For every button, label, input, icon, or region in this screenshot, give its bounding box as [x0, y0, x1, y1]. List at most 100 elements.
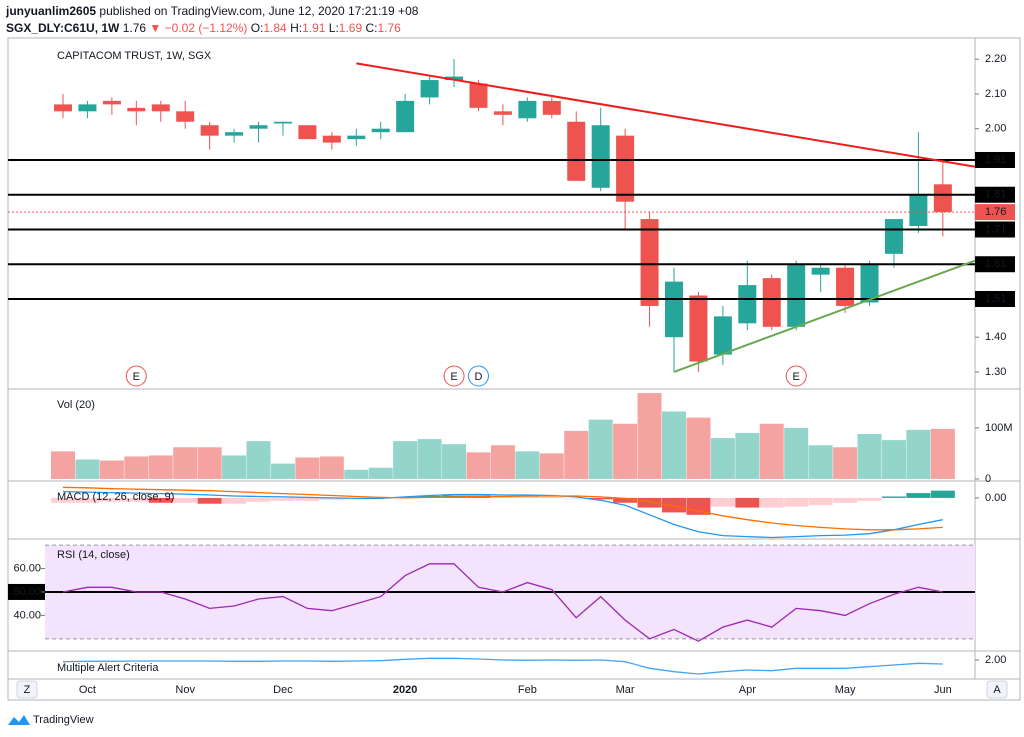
event-marker: [785, 365, 807, 387]
candle-body: [640, 219, 659, 306]
x-tick-label: Nov: [175, 684, 195, 696]
x-tick-label: May: [835, 684, 856, 696]
y-tick-label: 1.30: [985, 366, 1006, 378]
candle-body: [811, 267, 830, 275]
ohlc-value: 1.76: [378, 21, 402, 35]
pane-title: CAPITACOM TRUST, 1W, SGX: [57, 50, 212, 62]
volume-bar: [784, 427, 809, 479]
volume-bar: [906, 429, 931, 479]
volume-bar: [222, 455, 247, 479]
event-label: E: [133, 371, 140, 383]
x-tick-label: Apr: [739, 684, 756, 696]
volume-bar: [857, 433, 882, 479]
candle-body: [493, 111, 512, 115]
candle-body: [933, 184, 952, 213]
volume-bar: [442, 444, 467, 479]
volume-bar: [881, 440, 906, 479]
event-label: E: [450, 371, 457, 383]
volume-bar: [99, 460, 124, 479]
histogram-bar: [197, 497, 222, 504]
volume-bar: [319, 456, 344, 479]
histogram-bar: [613, 497, 638, 503]
pane-title: Multiple Alert Criteria: [57, 662, 159, 674]
candle-body: [445, 76, 464, 81]
tick-tag: [8, 583, 45, 600]
histogram-bar: [75, 497, 100, 503]
zoom-button-label[interactable]: Z: [24, 684, 31, 696]
volume-bar: [735, 432, 760, 479]
event-label: E: [793, 371, 800, 383]
volume-bar: [613, 423, 638, 479]
level-label: 1.91: [985, 154, 1006, 166]
volume-bar: [124, 456, 149, 479]
auto-button-label[interactable]: A: [993, 684, 1001, 696]
histogram-bar: [637, 497, 662, 508]
candle-body: [225, 132, 244, 136]
zoom-button[interactable]: [16, 680, 38, 699]
published: published on TradingView.com, June 12, 2…: [99, 4, 418, 18]
volume-bar: [515, 451, 540, 479]
x-tick-label: Mar: [616, 684, 635, 696]
volume-bar: [393, 441, 418, 479]
ohlc-label: H:: [290, 21, 302, 35]
histogram-bar: [99, 497, 124, 502]
volume-bar: [833, 447, 858, 479]
histogram-bar: [270, 497, 295, 501]
y-tick-label: 100M: [985, 422, 1013, 434]
y-tick-label: 0.00: [985, 492, 1006, 504]
volume-bar: [368, 467, 393, 479]
level-tag: [975, 151, 1015, 168]
histogram-bar: [588, 497, 613, 500]
candle-body: [151, 104, 170, 112]
header-line: junyuanlim2605 published on TradingView.…: [5, 4, 419, 18]
candle-body: [836, 267, 855, 306]
level-label: 1.51: [985, 293, 1006, 305]
candle-body: [127, 107, 146, 112]
volume-bar: [466, 452, 491, 479]
candle-body: [567, 121, 586, 181]
y-tick-label: 0: [985, 473, 991, 485]
volume-bar: [417, 439, 442, 479]
histogram-bar: [148, 497, 173, 503]
candle-body: [420, 80, 439, 98]
candle-body: [884, 219, 903, 254]
candle-body: [787, 264, 806, 327]
histogram-bar: [759, 497, 784, 508]
candle-body: [713, 316, 732, 355]
volume-bar: [759, 423, 784, 479]
volume-bar: [51, 451, 75, 479]
candle-body: [518, 100, 537, 119]
histogram-bar: [222, 497, 247, 504]
histogram-bar: [906, 493, 931, 498]
indicator-line: [62, 563, 943, 642]
histogram-bar: [686, 497, 711, 515]
volume-bar: [564, 430, 589, 479]
author: junyuanlim2605: [5, 4, 96, 18]
auto-button[interactable]: [986, 680, 1008, 699]
histogram-bar: [124, 497, 149, 502]
candle-body: [591, 125, 610, 188]
symbol: SGX_DLY:C61U, 1W: [6, 21, 120, 35]
level-tag: [975, 204, 1015, 221]
macd-line: [62, 490, 943, 539]
candle-body: [249, 125, 268, 129]
change: ▼ −0.02 (−1.12%): [149, 21, 247, 35]
candle-body: [78, 104, 97, 112]
y-tick-label: 1.40: [985, 331, 1006, 343]
candle-body: [298, 125, 317, 140]
level-label: 1.81: [985, 189, 1006, 201]
volume-bar: [295, 457, 320, 479]
x-tick-label: Oct: [79, 684, 96, 696]
x-tick-label: Dec: [273, 684, 293, 696]
histogram-bar: [808, 497, 833, 506]
volume-bar: [539, 453, 564, 479]
level-tag: [975, 221, 1015, 238]
histogram-bar: [564, 497, 589, 499]
ohlc-label: L:: [329, 21, 339, 35]
volume-bar: [710, 438, 735, 479]
candle-body: [542, 100, 561, 115]
candle-body: [176, 111, 195, 122]
ohlc-value: 1.91: [302, 21, 326, 35]
